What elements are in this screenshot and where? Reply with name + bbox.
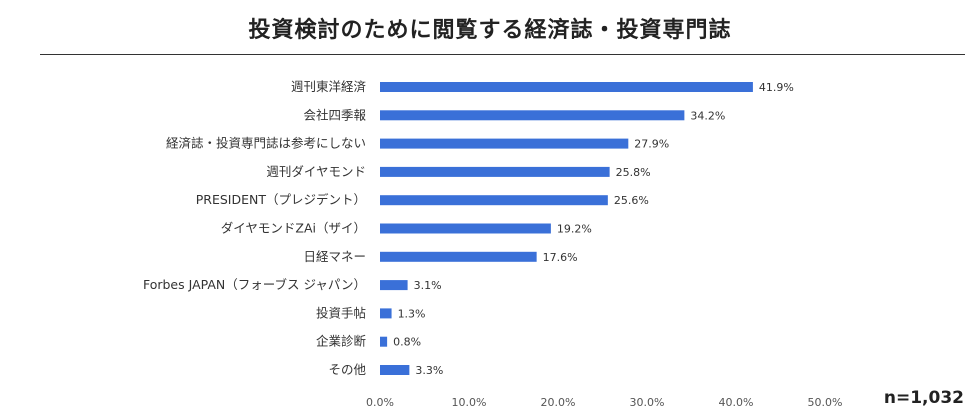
- value-label: 25.8%: [616, 166, 651, 179]
- x-tick-label: 40.0%: [719, 396, 754, 409]
- value-label: 25.6%: [614, 194, 649, 207]
- bar: [380, 251, 537, 262]
- value-label: 17.6%: [543, 251, 578, 264]
- value-label: 27.9%: [634, 138, 669, 151]
- category-label: ダイヤモンドZAi（ザイ）: [221, 221, 366, 236]
- bar: [380, 82, 753, 92]
- value-label: 19.2%: [557, 223, 592, 236]
- bar: [380, 365, 410, 375]
- value-label: 41.9%: [759, 81, 794, 94]
- x-tick-label: 30.0%: [630, 396, 665, 409]
- x-tick-label: 50.0%: [808, 396, 843, 409]
- chart-title: 投資検討のために閲覧する経済誌・投資専門誌: [248, 18, 732, 43]
- category-label: 企業診断: [316, 334, 366, 349]
- category-label: 経済誌・投資専門誌は参考にしない: [166, 136, 366, 151]
- x-tick-label: 10.0%: [452, 396, 487, 409]
- category-label: 会社四季報: [303, 107, 366, 122]
- bar: [380, 223, 551, 234]
- value-labels: 41.9% 34.2% 27.9% 25.8% 25.6% 19.2% 17.6% 3.1% 1…: [393, 81, 794, 377]
- bar: [380, 166, 610, 177]
- value-label: 34.2%: [690, 109, 725, 122]
- x-tick-label: 0.0%: [366, 396, 394, 409]
- bar: [380, 280, 408, 291]
- value-label: 3.1%: [414, 279, 442, 292]
- sample-size-note: n=1,032: [883, 388, 964, 408]
- bar: [380, 308, 392, 319]
- bar: [380, 195, 608, 206]
- value-label: 0.8%: [393, 336, 421, 349]
- value-label: 1.3%: [398, 307, 426, 320]
- x-tick-label: 20.0%: [541, 396, 576, 409]
- category-label: 週刊ダイヤモンド: [266, 164, 366, 179]
- category-label: その他: [328, 362, 366, 377]
- bar: [380, 336, 388, 347]
- category-label: 投資手帖: [316, 305, 366, 320]
- category-label: Forbes JAPAN（フォーブス ジャパン）: [143, 277, 366, 292]
- category-label: 日経マネー: [303, 249, 366, 264]
- bars: [380, 82, 753, 375]
- x-axis-ticks: 0.0% 10.0% 20.0% 30.0% 40.0% 50.0%: [366, 396, 842, 409]
- title-divider: [40, 54, 965, 55]
- value-label: 3.3%: [415, 364, 443, 377]
- category-label: 週刊東洋経済: [291, 79, 367, 94]
- bar: [380, 138, 629, 149]
- category-label: PRESIDENT（プレジデント）: [196, 192, 366, 207]
- bar: [380, 110, 685, 121]
